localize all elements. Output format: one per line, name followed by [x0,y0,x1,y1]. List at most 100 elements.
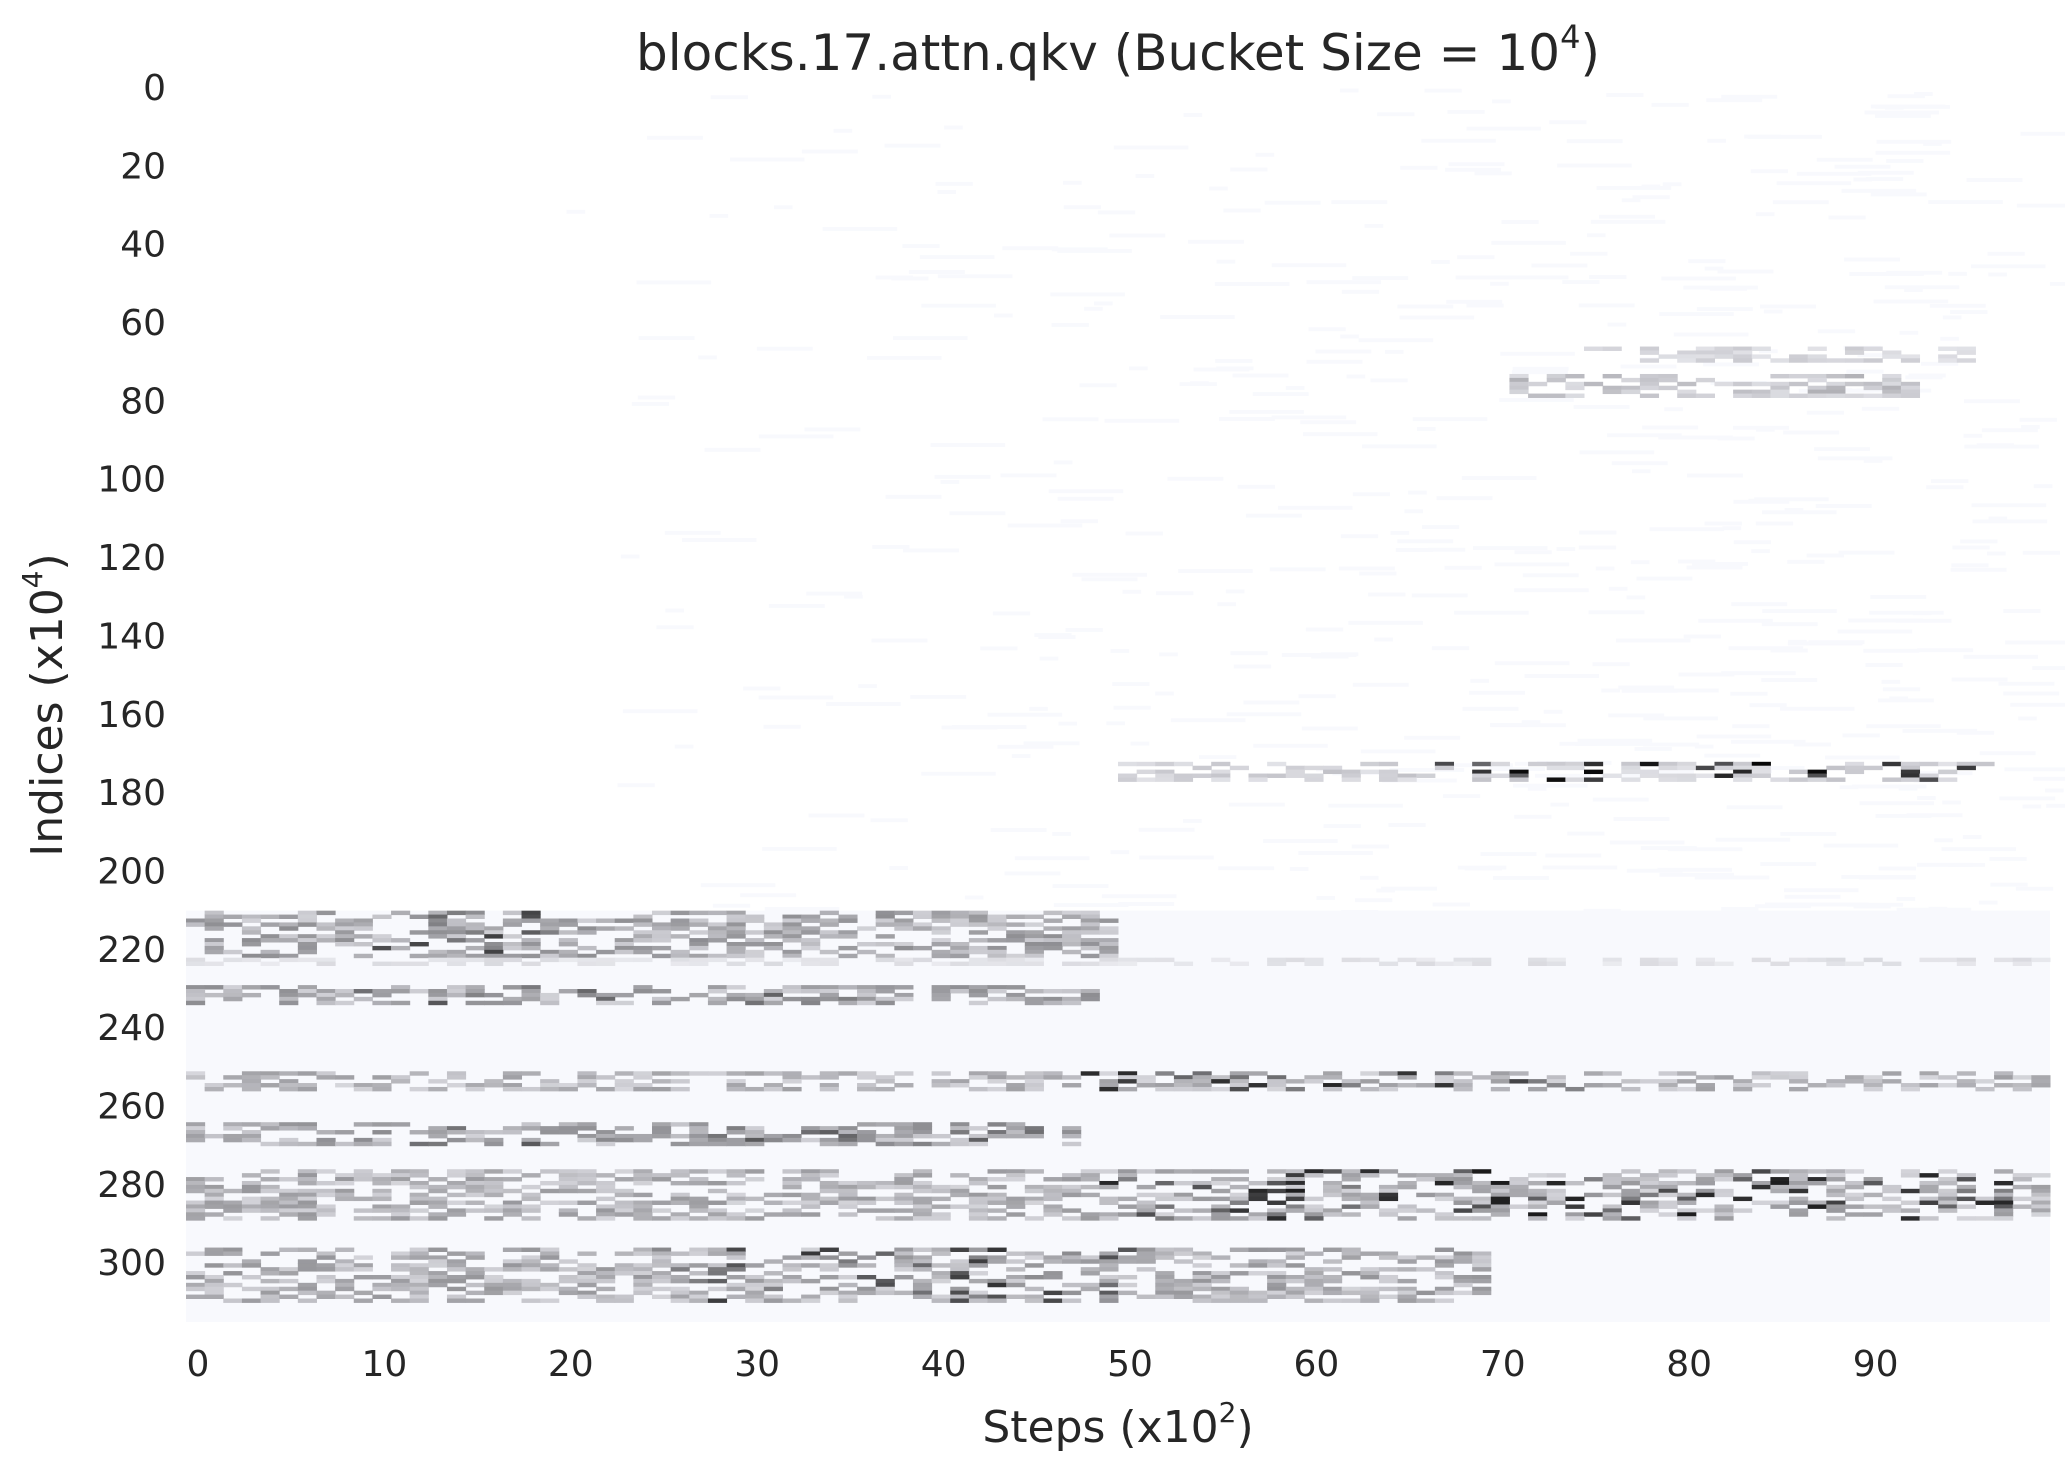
heatmap-cell [1062,1075,1082,1080]
heatmap-cell [1034,633,1072,638]
heatmap-cell [987,938,1007,943]
heatmap-cell [670,1180,690,1186]
heatmap-cell [1118,1255,1138,1260]
heatmap-cell [297,914,317,920]
heatmap-cell [1214,282,1290,286]
heatmap-cell [1304,1298,1324,1303]
heatmap-cell [1975,761,1995,767]
heatmap-cell [1453,1255,1473,1260]
heatmap-cell [968,1141,989,1147]
heatmap-cell [1062,1141,1082,1147]
heatmap-cell [1155,773,1175,778]
heatmap-cell [1057,496,1114,501]
heatmap-cell [1966,178,2023,182]
heatmap-cell [1341,1271,1361,1276]
heatmap-cell [1837,629,1913,634]
heatmap-cell [1574,741,1650,746]
heatmap-cell [1472,761,1492,767]
heatmap-cell [540,922,560,927]
heatmap-cell [1370,378,1408,383]
heatmap-cell [1058,721,1078,726]
heatmap-cell [1789,381,1809,387]
heatmap-cell [223,1137,243,1143]
heatmap-cell [1188,239,1244,244]
heatmap-cell [1990,882,2028,887]
heatmap-cell [1173,1196,1194,1202]
heatmap-cell [1751,1184,1771,1190]
heatmap-cell [1770,648,1808,653]
heatmap-cell [1714,350,1734,355]
heatmap-cell [931,1274,951,1280]
heatmap-cell [620,554,640,559]
heatmap-cell [931,1071,951,1076]
heatmap-cell [409,1290,429,1296]
heatmap-cell [577,1071,597,1076]
heatmap-cell [801,938,821,943]
heatmap-cell [1677,777,1697,782]
heatmap-cell [1695,346,1715,351]
heatmap-cell [260,1200,280,1205]
heatmap-cell [1434,1177,1455,1182]
heatmap-cell [875,942,895,947]
heatmap-cell [912,1294,933,1299]
heatmap-cell [1472,1208,1492,1213]
heatmap-cell [1964,444,2039,449]
heatmap-cell [409,1184,429,1190]
heatmap-cell [1434,1180,1455,1186]
heatmap-cell [372,914,392,920]
heatmap-cell [1453,1259,1473,1264]
heatmap-cell [1355,898,1393,903]
heatmap-cell [1006,934,1026,939]
heatmap-cell [652,996,672,1002]
heatmap-cell [1446,299,1503,304]
heatmap-cell [1271,415,1347,420]
heatmap-cell [894,961,914,967]
heatmap-cell [1807,1083,1827,1088]
heatmap-cell [1994,1204,2014,1209]
heatmap-cell [1192,1075,1212,1080]
heatmap-cell [558,1267,578,1272]
heatmap-cell [316,1137,336,1143]
heatmap-cell [186,1200,206,1205]
heatmap-cell [1695,358,1715,363]
heatmap-cell [521,1263,541,1268]
heatmap-cell [652,1259,672,1264]
heatmap-cell [1341,1169,1361,1174]
heatmap-cell [1492,99,1511,104]
heatmap-cell [1677,761,1697,767]
heatmap-cell [2012,1177,2032,1182]
heatmap-cell [1099,1263,1119,1268]
heatmap-cell [1173,1208,1194,1213]
heatmap-cell [484,1267,504,1272]
heatmap-cell [1695,354,1715,359]
heatmap-cell [279,1267,299,1272]
heatmap-cell [1588,610,1645,615]
heatmap-cell [465,953,485,959]
heatmap-cell [681,538,757,542]
heatmap-cell [763,1133,783,1139]
heatmap-cell [633,1133,653,1139]
heatmap-cell [1156,591,1194,596]
heatmap-cell [1590,219,1666,224]
heatmap-cell [968,1290,989,1296]
heatmap-cell [204,1274,224,1280]
heatmap-cell [1677,1180,1697,1186]
heatmap-cell [1695,1173,1715,1178]
heatmap-cell [1714,765,1734,771]
heatmap-cell [1900,1169,1921,1174]
heatmap-cell [801,945,821,951]
heatmap-cell [1490,1192,1510,1198]
heatmap-cell [1789,1086,1809,1092]
heatmap-cell [1211,1180,1231,1186]
heatmap-cell [1886,158,1924,163]
heatmap-cell [1703,362,1760,367]
heatmap-cell [801,1169,821,1174]
heatmap-cell [1714,761,1734,767]
heatmap-cell [1285,1196,1305,1202]
heatmap-cell [1733,1196,1753,1202]
heatmap-cell [1789,373,1809,379]
heatmap-cell [894,1216,914,1221]
heatmap-cell [689,1169,709,1174]
heatmap-cell [819,1130,839,1135]
heatmap-cell [1895,618,1952,623]
